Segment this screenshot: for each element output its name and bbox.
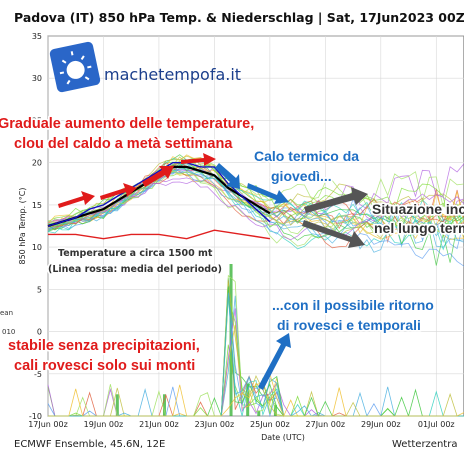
y-tick-label: 5 bbox=[37, 285, 42, 294]
annotation-warming-line1: Graduale aumento delle temperature, bbox=[0, 116, 254, 132]
ensemble-member-line bbox=[47, 171, 464, 267]
annotation-warming-line2: clou del caldo a metà settimana bbox=[14, 136, 233, 152]
annotation-storms-line1: ...con il possibile ritorno bbox=[272, 297, 434, 313]
x-tick-label: 23Jun 00z bbox=[195, 420, 235, 429]
x-tick-label: 25Jun 00z bbox=[250, 420, 290, 429]
annotation-uncertain-line2: nel lungo term bbox=[374, 220, 464, 236]
logo-sun-icon bbox=[49, 41, 101, 93]
x-tick-label: 01Jul 00z bbox=[418, 420, 455, 429]
red-trend-arrows bbox=[58, 153, 216, 208]
chart-title: Padova (IT) 850 hPa Temp. & Niederschlag… bbox=[14, 10, 464, 25]
y-tick-label: 10 bbox=[32, 243, 42, 252]
precip-bar bbox=[115, 394, 119, 416]
grid-lines bbox=[47, 35, 464, 417]
precip-bar bbox=[162, 394, 166, 416]
x-tick-label: 19Jun 00z bbox=[84, 420, 124, 429]
x-tick-label: 27Jun 00z bbox=[306, 420, 346, 429]
precip-bar bbox=[257, 410, 261, 416]
side-label-010: 010 bbox=[2, 328, 15, 336]
ensemble-member-line bbox=[47, 167, 464, 250]
x-axis-label: Date (UTC) bbox=[261, 433, 305, 442]
y-tick-label: 15 bbox=[32, 201, 42, 210]
footer-source: Wetterzentra bbox=[392, 439, 457, 450]
x-tick-label: 21Jun 00z bbox=[139, 420, 179, 429]
precipitation-bars bbox=[47, 264, 464, 418]
footer-model-info: ECMWF Ensemble, 45.6N, 12E bbox=[14, 439, 165, 450]
y-axis-ticks: -10 -5 0 5 10 15 20 25 30 35 bbox=[29, 32, 42, 421]
x-axis-ticks: 17Jun 00z 19Jun 00z 21Jun 00z 23Jun 00z 25Ju… bbox=[28, 420, 454, 429]
annotation-stable-line2: cali rovesci solo sui monti bbox=[14, 358, 195, 374]
annotation-note-line2: (Linea rossa: media del periodo) bbox=[48, 264, 222, 275]
climate-series-line bbox=[48, 229, 271, 240]
y-tick-label: 20 bbox=[32, 159, 42, 168]
y-axis-label: 850 hPa Temp. (°C) bbox=[18, 187, 27, 264]
logo-text: machetempofa.it bbox=[104, 65, 241, 84]
y-tick-label: 30 bbox=[32, 74, 42, 83]
annotation-cooling-line1: Calo termico da bbox=[254, 148, 359, 164]
side-label-ean: ean bbox=[0, 309, 13, 317]
precip-member-line bbox=[48, 372, 464, 417]
plot-area bbox=[47, 35, 464, 417]
ensemble-member-line bbox=[47, 163, 464, 251]
annotation-cooling-line2: giovedì... bbox=[271, 168, 332, 184]
site-logo: machetempofa.it bbox=[49, 41, 241, 93]
blue-trend-arrows bbox=[215, 163, 291, 390]
control-series-line bbox=[47, 161, 271, 227]
annotation-note-line1: Temperature a circa 1500 mt bbox=[58, 248, 213, 259]
y-tick-label: 35 bbox=[32, 32, 42, 41]
annotation-uncertain-line1: Situazione inc bbox=[372, 201, 464, 217]
y-tick-label: 0 bbox=[37, 328, 42, 337]
y-tick-label: 25 bbox=[32, 116, 42, 125]
x-tick-label: 29Jun 00z bbox=[361, 420, 401, 429]
annotation-stable-line1: stabile senza precipitazioni, bbox=[8, 338, 200, 354]
y-tick-label: -5 bbox=[34, 370, 42, 379]
y-tick-label: -10 bbox=[29, 412, 42, 421]
precip-bar bbox=[246, 383, 250, 416]
gray-trend-arrows bbox=[302, 187, 368, 248]
annotation-storms-line2: di rovesci e temporali bbox=[277, 317, 421, 333]
x-tick-label: 17Jun 00z bbox=[28, 420, 68, 429]
